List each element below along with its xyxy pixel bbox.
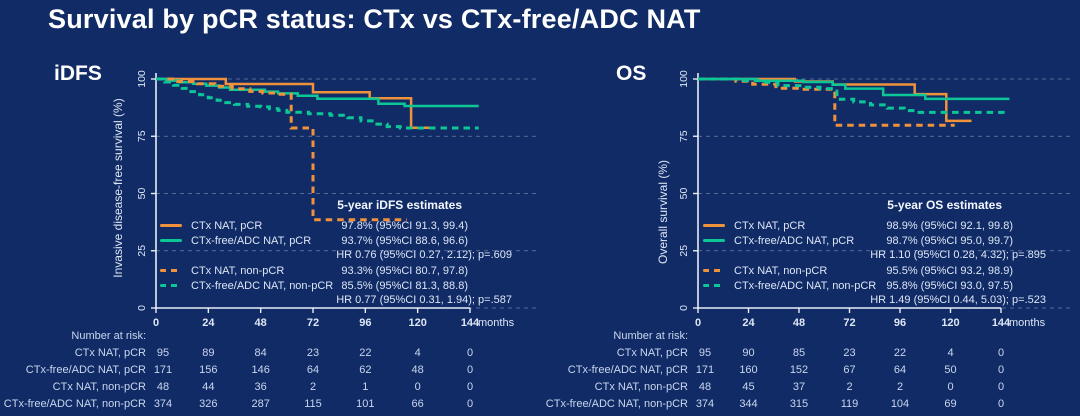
x-tick-label: 144 [992, 317, 1011, 329]
slide-title: Survival by pCR status: CTx vs CTx-free/… [48, 4, 701, 34]
x-tick-label: 72 [843, 317, 855, 329]
solid-line-swatch-icon [703, 239, 725, 242]
legend-row: CTx NAT, pCR 98.9% (95%CI 92.1, 99.8) [703, 218, 1046, 233]
legend-row: CTx NAT, non-pCR 93.3% (95%CI 80.7, 97.8) [160, 263, 512, 278]
y-axis-label-idfs: Invasive disease-free survival (%) [111, 98, 125, 278]
legend-row: CTx NAT, non-pCR 95.5% (95%CI 93.2, 98.9) [703, 263, 1046, 278]
dashed-line-swatch-icon [703, 269, 725, 272]
x-tick-label: 96 [359, 317, 371, 329]
legend-hr-annotation: HR 1.49 (95%CI 0.44, 5.03); p=.523 [870, 294, 1046, 306]
y-tick-label: 0 [678, 305, 690, 311]
legend-row: CTx-free/ADC NAT, non-pCR 95.8% (95%CI 93… [703, 278, 1046, 293]
km-curve-ctx-free-adc-nat-non-pcr [698, 77, 1008, 114]
legend-series-label: CTx-free/ADC NAT, pCR [734, 234, 855, 247]
legend-series-label: CTx-free/ADC NAT, non-pCR [191, 279, 334, 292]
x-tick-label: 120 [941, 317, 959, 329]
legend-estimate-value: 95.8% (95%CI 93.0, 97.5) [886, 279, 1013, 292]
legend-series-label: CTx-free/ADC NAT, non-pCR [734, 279, 877, 292]
x-axis-unit-label: months [478, 317, 515, 329]
legend-row: CTx-free/ADC NAT, pCR 93.7% (95%CI 88.6, … [160, 233, 512, 248]
legend-estimate-value: 85.5% (95%CI 81.3, 88.8) [341, 279, 468, 292]
dashed-line-swatch-icon [160, 269, 182, 272]
solid-line-swatch-icon [703, 224, 725, 227]
legend-series-label: CTx NAT, pCR [191, 219, 263, 232]
legend-estimate-value: 93.3% (95%CI 80.7, 97.8) [341, 264, 468, 277]
legend-series-label: CTx-free/ADC NAT, pCR [191, 234, 312, 247]
x-tick-label: 72 [307, 317, 319, 329]
solid-line-swatch-icon [160, 239, 182, 242]
legend-estimate-value: 95.5% (95%CI 93.2, 98.9) [886, 264, 1013, 277]
panel-title-idfs: iDFS [54, 62, 102, 85]
x-tick-label: 0 [153, 317, 159, 329]
legend-os: 5-year OS estimates CTx NAT, pCR 98.9% (9… [703, 198, 1046, 308]
legend-estimate-value: 97.8% (95%CI 91.3, 99.4) [341, 219, 468, 232]
legend-header-os: 5-year OS estimates [887, 198, 1002, 212]
y-tick-label: 25 [678, 245, 690, 257]
km-curve-ctx-nat-pcr [156, 77, 431, 130]
dashed-line-swatch-icon [703, 284, 725, 287]
y-tick-label: 100 [678, 70, 690, 88]
km-curve-ctx-nat-non-pcr [698, 77, 955, 127]
dashed-line-swatch-icon [160, 284, 182, 287]
y-axis-label-os: Overall survival (%) [656, 160, 670, 265]
y-tick-label: 0 [136, 305, 148, 311]
legend-hr-annotation: HR 0.76 (95%CI 0.27, 2.12); p=.609 [336, 249, 512, 261]
legend-row: CTx-free/ADC NAT, non-pCR 85.5% (95%CI 81… [160, 278, 512, 293]
legend-series-label: CTx NAT, non-pCR [734, 264, 828, 277]
legend-row: CTx NAT, pCR 97.8% (95%CI 91.3, 99.4) [160, 218, 512, 233]
y-tick-label: 50 [136, 188, 148, 200]
x-tick-label: 0 [695, 317, 701, 329]
x-tick-label: 144 [461, 317, 480, 329]
legend-series-label: CTx NAT, pCR [734, 219, 806, 232]
legend-idfs: 5-year iDFS estimates CTx NAT, pCR 97.8% … [160, 198, 512, 308]
x-axis-unit-label: months [1009, 317, 1046, 329]
legend-rows-idfs: CTx NAT, pCR 97.8% (95%CI 91.3, 99.4) CTx-… [160, 218, 512, 308]
y-tick-label: 25 [136, 245, 148, 257]
y-tick-label: 75 [678, 130, 690, 142]
x-tick-label: 48 [255, 317, 267, 329]
legend-estimate-value: 93.7% (95%CI 88.6, 96.6) [341, 234, 468, 247]
legend-series-label: CTx NAT, non-pCR [191, 264, 285, 277]
x-tick-label: 24 [202, 317, 215, 329]
x-tick-label: 48 [793, 317, 805, 329]
panel-title-os: OS [616, 62, 647, 85]
y-tick-label: 75 [136, 130, 148, 142]
legend-hr-annotation: HR 0.77 (95%CI 0.31, 1.94); p=.587 [336, 294, 512, 306]
y-tick-label: 50 [678, 188, 690, 200]
legend-header-idfs: 5-year iDFS estimates [337, 198, 462, 212]
x-tick-label: 120 [408, 317, 426, 329]
km-curve-ctx-free-adc-nat-non-pcr [156, 77, 479, 130]
legend-hr-annotation: HR 1.10 (95%CI 0.28, 4.32); p=.895 [870, 249, 1046, 261]
legend-estimate-value: 98.7% (95%CI 95.0, 99.7) [886, 234, 1013, 247]
legend-rows-os: CTx NAT, pCR 98.9% (95%CI 92.1, 99.8) CTx-… [703, 218, 1046, 308]
x-tick-label: 24 [742, 317, 755, 329]
y-tick-label: 100 [136, 70, 148, 88]
legend-row: CTx-free/ADC NAT, pCR 98.7% (95%CI 95.0, … [703, 233, 1046, 248]
x-tick-label: 96 [894, 317, 906, 329]
km-curve-ctx-nat-non-pcr [156, 77, 407, 222]
legend-estimate-value: 98.9% (95%CI 92.1, 99.8) [886, 219, 1013, 232]
solid-line-swatch-icon [160, 224, 182, 227]
